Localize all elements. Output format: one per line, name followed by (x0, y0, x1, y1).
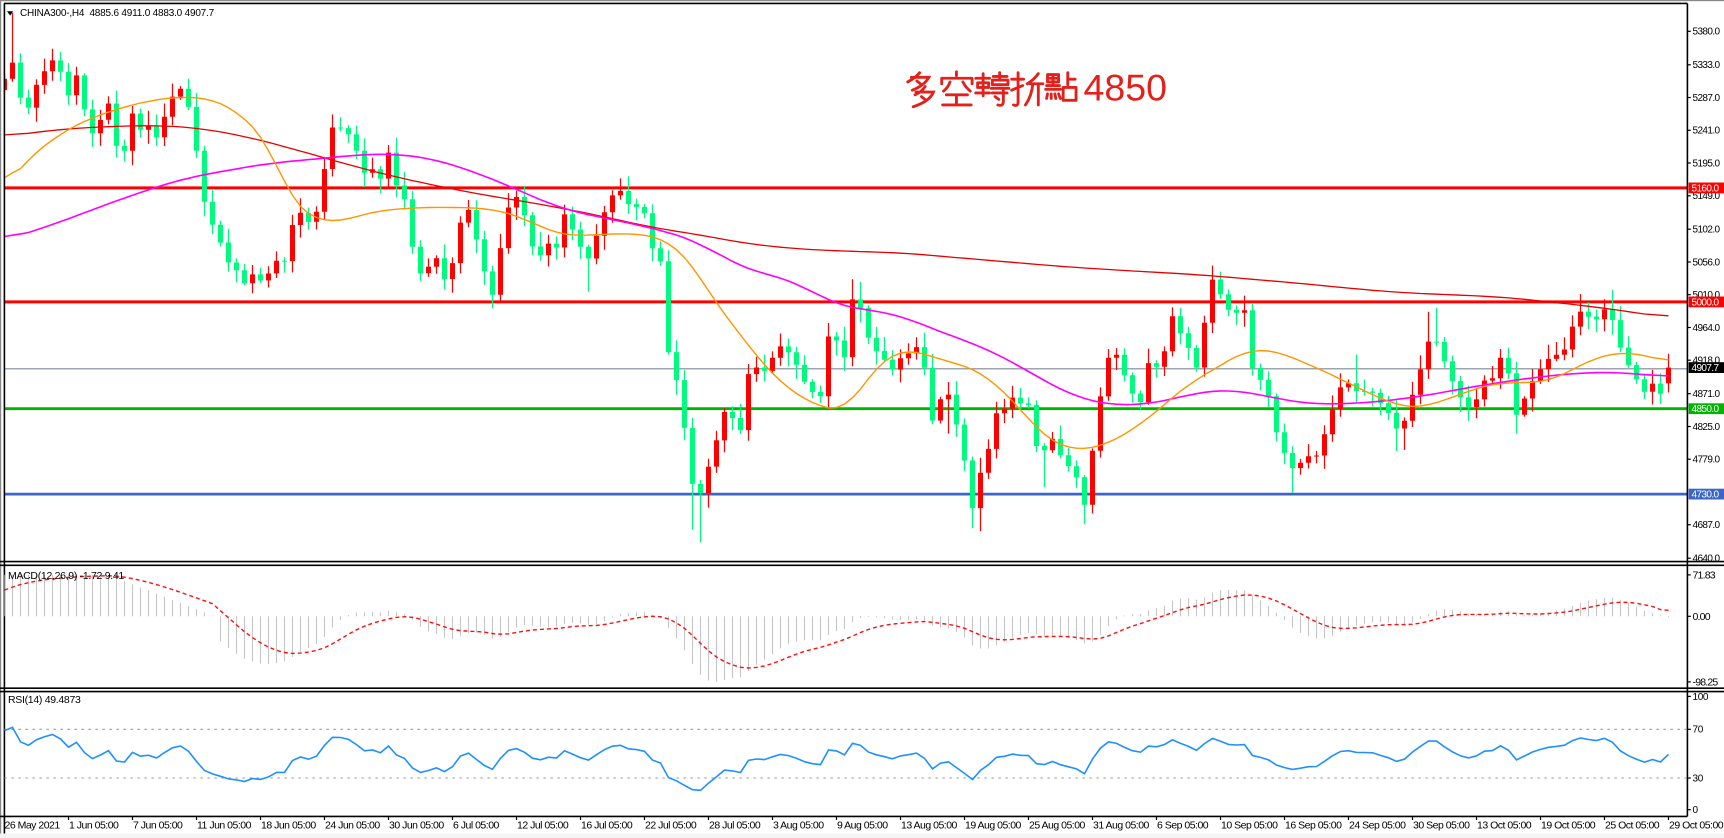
svg-text:4871.0: 4871.0 (1693, 389, 1721, 400)
svg-text:26 May 2021: 26 May 2021 (5, 819, 61, 831)
svg-text:16 Jul 05:00: 16 Jul 05:00 (581, 819, 633, 831)
svg-text:29 Oct 05:00: 29 Oct 05:00 (1669, 819, 1724, 831)
svg-text:28 Jul 05:00: 28 Jul 05:00 (709, 819, 761, 831)
svg-text:18 Jun 05:00: 18 Jun 05:00 (261, 819, 316, 831)
svg-text:4850: 4850 (1084, 67, 1167, 109)
svg-text:4730.0: 4730.0 (1692, 490, 1720, 501)
svg-text:5102.0: 5102.0 (1693, 225, 1721, 236)
svg-text:5333.0: 5333.0 (1693, 60, 1721, 71)
svg-text:4779.0: 4779.0 (1693, 455, 1721, 466)
svg-text:30: 30 (1693, 773, 1704, 784)
svg-text:30 Jun 05:00: 30 Jun 05:00 (389, 819, 444, 831)
svg-text:16 Sep 05:00: 16 Sep 05:00 (1285, 819, 1342, 831)
svg-text:31 Aug 05:00: 31 Aug 05:00 (1093, 819, 1150, 831)
svg-text:25 Oct 05:00: 25 Oct 05:00 (1605, 819, 1660, 831)
svg-text:19 Aug 05:00: 19 Aug 05:00 (965, 819, 1022, 831)
svg-text:5380.0: 5380.0 (1693, 27, 1721, 38)
svg-text:24 Jun 05:00: 24 Jun 05:00 (325, 819, 380, 831)
svg-text:12 Jul 05:00: 12 Jul 05:00 (517, 819, 569, 831)
svg-text:-98.25: -98.25 (1693, 677, 1719, 689)
svg-text:4918.0: 4918.0 (1693, 356, 1721, 367)
svg-text:3 Aug 05:00: 3 Aug 05:00 (773, 819, 824, 831)
svg-text:5056.0: 5056.0 (1693, 257, 1721, 268)
svg-text:5010.0: 5010.0 (1693, 290, 1721, 301)
svg-text:5241.0: 5241.0 (1693, 126, 1721, 137)
svg-text:4850.0: 4850.0 (1692, 404, 1720, 415)
svg-text:22 Jul 05:00: 22 Jul 05:00 (645, 819, 697, 831)
svg-text:6 Jul 05:00: 6 Jul 05:00 (453, 819, 500, 831)
svg-text:4687.0: 4687.0 (1693, 520, 1721, 531)
svg-text:RSI(14) 49.4873: RSI(14) 49.4873 (8, 694, 81, 706)
svg-text:7 Jun 05:00: 7 Jun 05:00 (133, 819, 183, 831)
svg-text:0.00: 0.00 (1693, 611, 1711, 623)
svg-text:19 Oct 05:00: 19 Oct 05:00 (1541, 819, 1596, 831)
svg-text:1 Jun 05:00: 1 Jun 05:00 (69, 819, 119, 831)
svg-text:9 Aug 05:00: 9 Aug 05:00 (837, 819, 888, 831)
svg-text:5000.0: 5000.0 (1692, 297, 1720, 308)
svg-text:11 Jun 05:00: 11 Jun 05:00 (197, 819, 252, 831)
svg-text:30 Sep 05:00: 30 Sep 05:00 (1413, 819, 1470, 831)
svg-text:5195.0: 5195.0 (1693, 158, 1721, 169)
svg-text:13 Aug 05:00: 13 Aug 05:00 (901, 819, 958, 831)
svg-text:CHINA300-,H4 4885.6 4911.0 48: CHINA300-,H4 4885.6 4911.0 4883.0 4907.7 (20, 8, 215, 19)
svg-text:4907.7: 4907.7 (1692, 363, 1720, 374)
svg-text:5287.0: 5287.0 (1693, 93, 1721, 104)
svg-text:70: 70 (1693, 725, 1704, 736)
svg-text:5160.0: 5160.0 (1692, 183, 1720, 194)
svg-text:10 Sep 05:00: 10 Sep 05:00 (1221, 819, 1278, 831)
svg-text:0: 0 (1693, 805, 1699, 816)
svg-text:5149.0: 5149.0 (1693, 191, 1721, 202)
svg-text:24 Sep 05:00: 24 Sep 05:00 (1349, 819, 1406, 831)
svg-text:100: 100 (1693, 692, 1709, 703)
svg-text:4964.0: 4964.0 (1693, 323, 1721, 334)
svg-text:13 Oct 05:00: 13 Oct 05:00 (1477, 819, 1532, 831)
svg-text:6 Sep 05:00: 6 Sep 05:00 (1157, 819, 1209, 831)
svg-text:MACD(12,26,9) -1.72 9.41: MACD(12,26,9) -1.72 9.41 (8, 570, 124, 582)
svg-text:25 Aug 05:00: 25 Aug 05:00 (1029, 819, 1086, 831)
svg-text:4825.0: 4825.0 (1693, 422, 1721, 433)
svg-text:4640.0: 4640.0 (1693, 554, 1721, 565)
svg-text:71.83: 71.83 (1693, 570, 1716, 582)
